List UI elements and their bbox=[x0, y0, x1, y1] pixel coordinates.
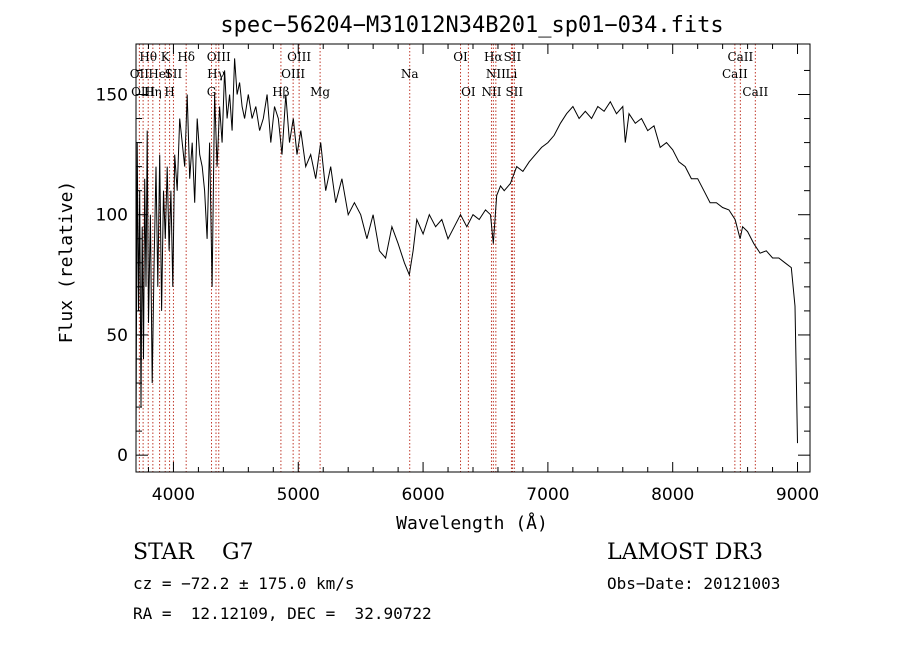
y-tick-label: 150 bbox=[96, 85, 128, 105]
spectral-line-label: H bbox=[164, 85, 174, 99]
x-tick-label: 4000 bbox=[152, 485, 195, 505]
spectrum-line bbox=[135, 58, 798, 444]
y-axis-ticks: 0 50 100 150 bbox=[96, 69, 810, 466]
spectral-line-label: OI bbox=[453, 50, 468, 64]
spectral-line-label: Hα bbox=[484, 50, 503, 64]
spectral-line-label: CaII bbox=[727, 50, 753, 64]
survey-name: LAMOST DR3 bbox=[607, 540, 763, 565]
y-tick-label: 50 bbox=[106, 326, 128, 346]
y-axis-label: Flux (relative) bbox=[56, 181, 77, 344]
spectral-line-label: CaII bbox=[742, 85, 768, 99]
chart-title: spec−56204−M31012N34B201_sp01−034.fits bbox=[220, 13, 723, 38]
spectral-line-label: OIII bbox=[287, 50, 311, 64]
x-tick-label: 8000 bbox=[651, 485, 694, 505]
spectral-line-label: CaII bbox=[722, 67, 748, 81]
x-tick-label: 5000 bbox=[277, 485, 320, 505]
spectral-line-label: Na bbox=[401, 67, 419, 81]
spectral-line-markers bbox=[138, 44, 756, 472]
spectral-line-label: Hβ bbox=[272, 85, 289, 99]
spectral-line-label: OIII bbox=[281, 67, 305, 81]
spectral-line-label: Hγ bbox=[207, 67, 225, 81]
spectral-line-label: NII bbox=[481, 85, 501, 99]
spectral-line-label: SII bbox=[504, 50, 522, 64]
coordinates: RA = 12.12109, DEC = 32.90722 bbox=[133, 604, 432, 623]
x-axis-ticks: 4000 5000 6000 7000 8000 9000 bbox=[147, 44, 819, 505]
spectral-line-label: SII bbox=[165, 67, 183, 81]
spectral-line-label: Hθ bbox=[139, 50, 157, 64]
spectral-line-label: Hδ bbox=[177, 50, 195, 64]
x-tick-label: 7000 bbox=[526, 485, 569, 505]
spectral-line-label: Hη bbox=[144, 85, 162, 99]
y-tick-label: 0 bbox=[117, 446, 128, 466]
spectral-line-label: OI bbox=[461, 85, 476, 99]
spectral-line-label: K bbox=[161, 50, 171, 64]
x-tick-label: 9000 bbox=[776, 485, 819, 505]
object-class: STAR G7 bbox=[133, 540, 254, 565]
y-tick-label: 100 bbox=[96, 206, 128, 226]
spectral-line-label: OIII bbox=[207, 50, 231, 64]
plot-frame bbox=[135, 43, 811, 473]
spectral-line-label: OIII bbox=[131, 85, 155, 99]
spectral-line-label: SII bbox=[505, 85, 523, 99]
spectral-line-label: Mg bbox=[310, 85, 330, 99]
spectral-line-label: NII bbox=[486, 67, 506, 81]
redshift-velocity: cz = −72.2 ± 175.0 km/s bbox=[133, 574, 355, 593]
x-axis-label: Wavelength (Å) bbox=[396, 512, 548, 534]
spectral-line-label: Li bbox=[506, 67, 518, 81]
observation-date: Obs−Date: 20121003 bbox=[607, 574, 781, 593]
spectral-line-label: HeI bbox=[148, 67, 171, 81]
x-tick-label: 6000 bbox=[401, 485, 444, 505]
spectral-line-label: G bbox=[207, 85, 217, 99]
spectral-line-label: OII bbox=[130, 67, 150, 81]
